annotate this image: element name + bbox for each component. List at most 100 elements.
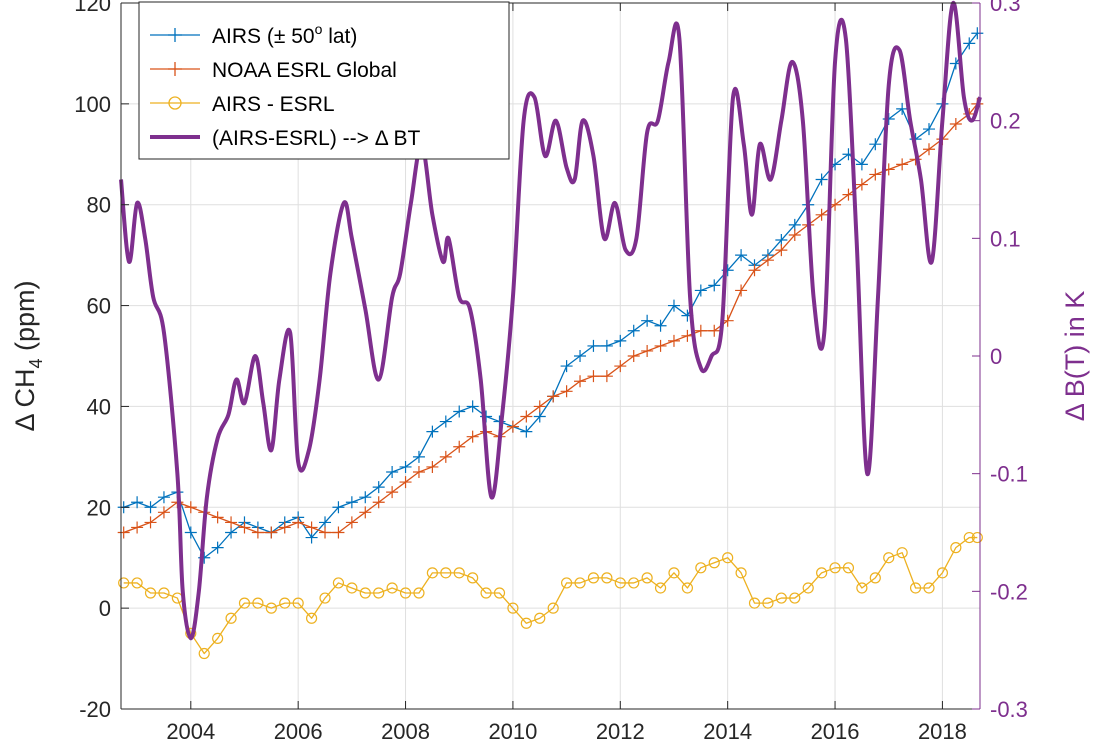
left-axis-label-subscript: 4 xyxy=(26,358,46,368)
data-point xyxy=(587,370,600,383)
data-point xyxy=(372,496,385,509)
y-tick-label-right: 0.3 xyxy=(990,0,1021,16)
data-point xyxy=(971,531,983,544)
data-point xyxy=(144,516,157,529)
data-point xyxy=(265,602,277,614)
data-point xyxy=(561,577,573,589)
data-point xyxy=(198,647,210,660)
data-point xyxy=(909,582,922,594)
data-point xyxy=(426,425,439,438)
data-point xyxy=(855,178,868,191)
data-point xyxy=(319,516,332,529)
data-point xyxy=(439,450,452,463)
data-point xyxy=(694,284,707,297)
data-point xyxy=(601,572,613,584)
data-point xyxy=(453,440,466,453)
series-3 xyxy=(119,0,982,641)
data-point xyxy=(319,526,332,539)
data-point xyxy=(963,531,975,544)
x-tick-label: 2008 xyxy=(381,719,430,744)
data-point xyxy=(788,228,801,241)
data-point xyxy=(667,299,680,312)
legend-item-bt: (AIRS-ESRL) --> Δ BT xyxy=(150,127,420,150)
data-point xyxy=(695,562,707,574)
data-point xyxy=(789,592,801,604)
data-point xyxy=(936,567,949,579)
data-point xyxy=(212,632,224,645)
data-point xyxy=(842,188,855,201)
data-point xyxy=(560,385,573,398)
data-point xyxy=(305,521,318,534)
legend-label-esrl: NOAA ESRL Global xyxy=(212,59,397,82)
data-point xyxy=(628,577,640,589)
data-point xyxy=(614,360,627,373)
data-point xyxy=(574,577,586,589)
y-tick-label-left: 80 xyxy=(87,193,111,218)
y-tick-label-left: 0 xyxy=(99,596,111,621)
data-point xyxy=(493,587,506,599)
data-point xyxy=(654,339,667,352)
data-point xyxy=(775,234,788,247)
data-point xyxy=(922,143,935,156)
data-point xyxy=(386,582,398,594)
legend-marker-circle-icon xyxy=(168,96,182,110)
data-point xyxy=(399,476,412,489)
data-point xyxy=(815,208,828,221)
data-point xyxy=(748,264,761,277)
data-point xyxy=(735,567,747,579)
data-point xyxy=(359,587,371,599)
data-point xyxy=(520,410,533,423)
y-tick-label-left: 40 xyxy=(87,394,111,419)
data-point xyxy=(386,465,399,478)
data-point xyxy=(265,526,278,539)
data-point xyxy=(600,370,613,383)
data-point xyxy=(372,481,385,494)
data-point xyxy=(627,350,640,362)
data-point xyxy=(520,617,532,629)
data-point xyxy=(856,582,868,594)
y-tick-label-left: 20 xyxy=(87,495,111,520)
data-point xyxy=(279,597,291,609)
data-point xyxy=(211,511,224,524)
data-point xyxy=(949,118,962,131)
data-point xyxy=(547,602,559,614)
right-axis-label: Δ B(T) in K xyxy=(1060,291,1090,422)
data-point xyxy=(144,587,157,599)
data-point xyxy=(305,531,318,544)
data-point xyxy=(775,244,788,257)
data-point xyxy=(587,572,600,584)
data-point xyxy=(600,339,613,352)
data-point xyxy=(332,577,345,589)
legend-label-airs-superscript: o xyxy=(315,21,323,37)
data-point xyxy=(252,597,264,609)
data-point xyxy=(869,168,882,181)
legend-marker-plus-icon xyxy=(168,62,182,76)
left-axis-label-unit: (ppm) xyxy=(10,280,40,358)
data-point xyxy=(480,587,492,599)
series-1 xyxy=(117,97,984,539)
x-tick-label: 2006 xyxy=(274,719,323,744)
data-point xyxy=(627,324,640,337)
legend-label-airs-tail: lat) xyxy=(322,25,357,48)
data-point xyxy=(466,400,479,413)
y-tick-label-right: -0.3 xyxy=(990,697,1028,722)
data-point xyxy=(278,521,291,534)
legend-label-airs-main: AIRS (± 50 xyxy=(212,25,315,48)
data-point xyxy=(131,496,144,509)
data-point xyxy=(708,324,721,337)
legend-item-esrl: NOAA ESRL Global xyxy=(150,59,397,82)
data-point xyxy=(896,102,909,115)
series-layer xyxy=(117,0,984,660)
data-point xyxy=(762,597,774,609)
data-point xyxy=(641,572,653,584)
data-point xyxy=(802,582,814,594)
data-point xyxy=(359,491,372,504)
y-tick-label-right: -0.2 xyxy=(990,579,1028,604)
data-point xyxy=(184,501,197,514)
x-tick-label: 2018 xyxy=(918,719,967,744)
x-tick-label: 2004 xyxy=(166,719,215,744)
data-point xyxy=(426,567,438,579)
data-point xyxy=(157,491,170,504)
legend-item-airs: AIRS (± 50o lat) xyxy=(150,21,357,48)
data-point xyxy=(722,552,734,564)
